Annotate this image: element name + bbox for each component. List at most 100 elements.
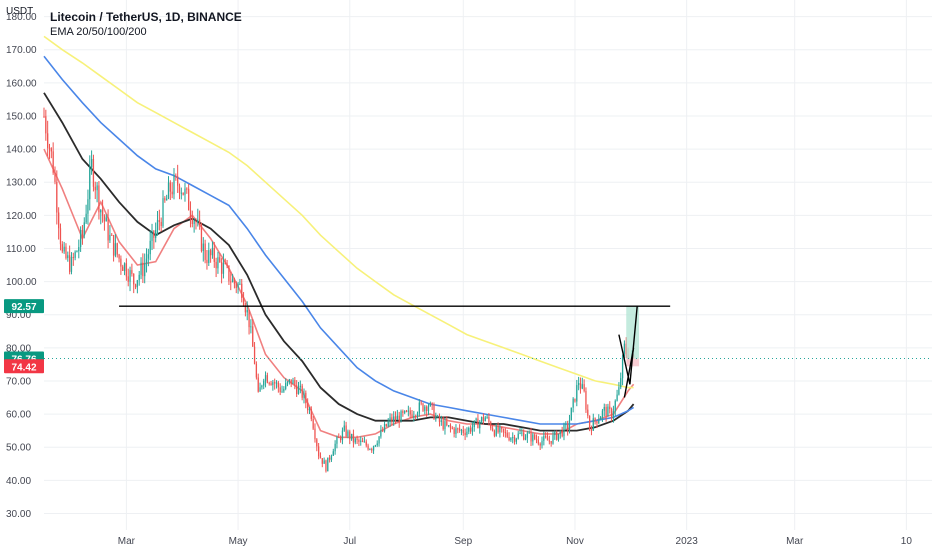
price-candles bbox=[43, 107, 635, 473]
candle-body bbox=[162, 198, 164, 227]
indicator-label[interactable]: EMA 20/50/100/200 bbox=[50, 26, 147, 38]
candle-body bbox=[87, 199, 89, 214]
candle-body bbox=[116, 243, 118, 255]
candle-body bbox=[327, 457, 329, 472]
ema-50-line bbox=[43, 92, 635, 432]
candle-body bbox=[283, 388, 285, 392]
candle-body bbox=[312, 418, 314, 429]
x-tick-label: 2023 bbox=[676, 536, 699, 547]
candle-body bbox=[568, 420, 571, 431]
candle-body bbox=[393, 416, 395, 422]
candle-body bbox=[103, 215, 106, 222]
candle-body bbox=[427, 405, 430, 411]
chart-title[interactable]: Litecoin / TetherUS, 1D, BINANCE bbox=[50, 10, 242, 24]
candle-body bbox=[292, 380, 294, 384]
candle-body bbox=[334, 443, 336, 452]
candle-body bbox=[111, 234, 113, 236]
candle-body bbox=[294, 380, 296, 386]
candle-body bbox=[526, 433, 529, 438]
candle-body bbox=[228, 265, 230, 282]
y-tick-label: 100.00 bbox=[6, 277, 37, 288]
drawings[interactable] bbox=[44, 305, 932, 398]
candle-body bbox=[307, 403, 309, 411]
candle-body bbox=[484, 417, 486, 422]
candle-body bbox=[131, 270, 133, 274]
candle-body bbox=[510, 438, 512, 441]
candle-body bbox=[317, 446, 320, 457]
candle-body bbox=[458, 428, 461, 431]
candle-body bbox=[422, 403, 424, 411]
candle-body bbox=[204, 243, 206, 260]
candle-body bbox=[316, 439, 318, 447]
y-tick-label: 50.00 bbox=[6, 443, 31, 454]
price-tag-label: 92.57 bbox=[11, 302, 36, 313]
candle-body bbox=[515, 438, 518, 442]
candle-body bbox=[378, 436, 380, 444]
candle-body bbox=[233, 279, 236, 284]
candle-body bbox=[616, 394, 618, 401]
candle-body bbox=[550, 440, 552, 444]
candle-body bbox=[197, 219, 199, 223]
ema-lines bbox=[43, 35, 635, 439]
candle-body bbox=[182, 192, 184, 195]
y-tick-label: 140.00 bbox=[6, 145, 37, 156]
candle-body bbox=[442, 420, 444, 430]
candle-body bbox=[345, 425, 347, 437]
candle-body bbox=[612, 411, 615, 419]
candle-body bbox=[336, 437, 338, 444]
candle-body bbox=[426, 406, 428, 411]
candle-body bbox=[145, 258, 148, 264]
y-axis[interactable]: 30.00 40.00 50.00 60.00 70.00 80.00 90.00 100.0… bbox=[6, 12, 37, 520]
candle-body bbox=[54, 172, 56, 182]
candle-body bbox=[72, 256, 74, 258]
candle-body bbox=[213, 247, 215, 262]
candle-body bbox=[339, 437, 342, 441]
candle-body bbox=[523, 432, 525, 440]
candle-body bbox=[155, 229, 157, 238]
candle-body bbox=[58, 212, 60, 229]
candle-body bbox=[98, 185, 100, 213]
candle-body bbox=[290, 379, 292, 384]
ema-200-line bbox=[43, 35, 634, 389]
candle-body bbox=[220, 262, 223, 274]
candle-body bbox=[153, 230, 155, 238]
candle-body bbox=[603, 406, 605, 411]
candle-body bbox=[47, 133, 49, 148]
y-tick-label: 90.00 bbox=[6, 310, 31, 321]
candle-body bbox=[303, 392, 305, 398]
candle-body bbox=[451, 427, 453, 429]
candle-body bbox=[164, 198, 166, 201]
candle-body bbox=[506, 432, 508, 437]
candle-body bbox=[546, 437, 549, 441]
candle-body bbox=[195, 220, 197, 223]
candle-body bbox=[61, 244, 63, 252]
candle-body bbox=[193, 220, 195, 224]
candle-body bbox=[409, 410, 411, 415]
candle-body bbox=[605, 406, 607, 417]
x-tick-label: Jul bbox=[343, 536, 356, 547]
candle-body bbox=[534, 434, 536, 440]
candle-body bbox=[270, 383, 272, 386]
x-tick-label: 10 bbox=[901, 536, 913, 547]
candle-body bbox=[50, 148, 52, 152]
candle-body bbox=[112, 235, 115, 256]
candle-body bbox=[142, 262, 144, 277]
candle-body bbox=[217, 257, 219, 269]
x-axis[interactable]: Mar May Jul Sep Nov 2023 Mar 10 bbox=[118, 536, 913, 547]
candle-body bbox=[186, 188, 188, 190]
candle-body bbox=[570, 407, 572, 421]
candle-body bbox=[420, 402, 422, 404]
candle-body bbox=[512, 437, 514, 439]
candle-body bbox=[521, 432, 523, 434]
candle-body bbox=[147, 254, 150, 259]
candle-body bbox=[107, 217, 109, 241]
candle-body bbox=[447, 425, 450, 427]
candle-body bbox=[462, 429, 464, 433]
candle-body bbox=[114, 243, 117, 256]
candle-body bbox=[548, 440, 550, 442]
candle-body bbox=[237, 284, 239, 288]
candle-body bbox=[133, 273, 135, 285]
candle-body bbox=[242, 297, 245, 306]
candle-body bbox=[122, 266, 124, 271]
